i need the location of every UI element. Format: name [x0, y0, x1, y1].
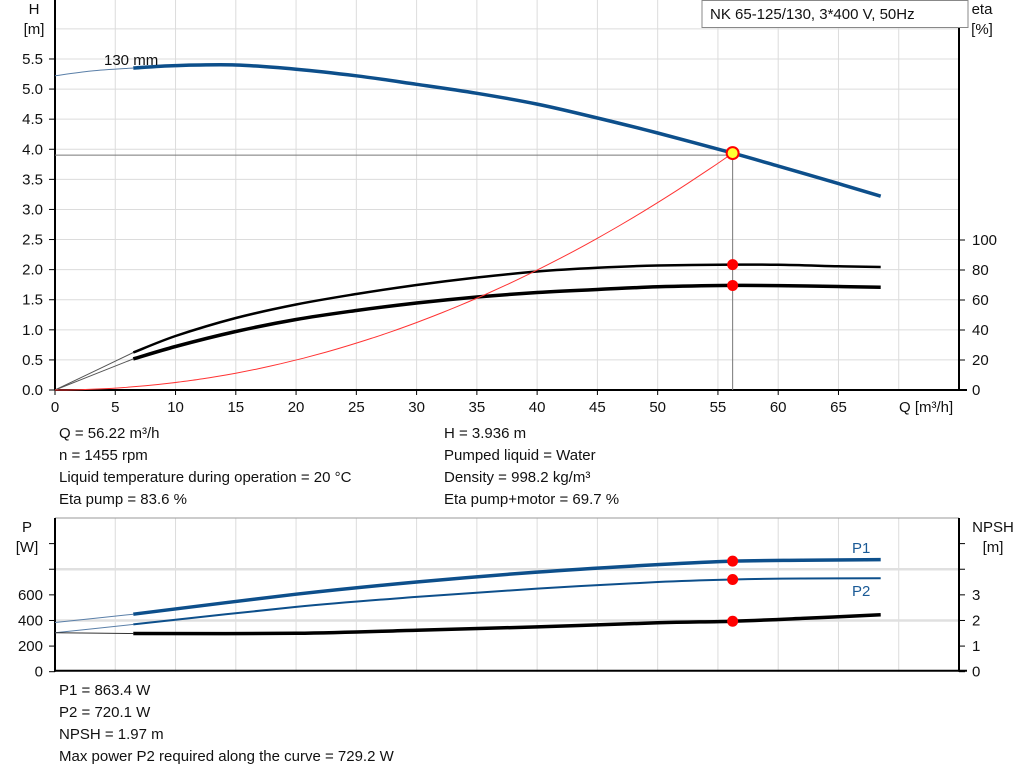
info-liquid: Pumped liquid = Water [444, 447, 596, 464]
y-tick-label-right: 2 [972, 612, 980, 629]
y-tick-label-left: 0.5 [22, 352, 43, 369]
y-axis-unit-right: [m] [983, 539, 1004, 556]
info-upper-right: H = 3.936 m Pumped liquid = Water Densit… [444, 423, 619, 511]
y-axis-label-right: eta [972, 1, 994, 18]
y-tick-label-right: 0 [972, 382, 980, 399]
x-tick-label: 10 [167, 399, 184, 416]
x-tick-label: 25 [348, 399, 365, 416]
y-tick-label-left: 600 [18, 587, 43, 604]
x-tick-label: 45 [589, 399, 606, 416]
series-npsh-extension [54, 632, 134, 634]
series-p2 [133, 577, 881, 626]
x-tick-label: 55 [710, 399, 727, 416]
series-p2-extension [54, 623, 134, 634]
info-flow: Q = 56.22 m³/h [59, 425, 160, 442]
y-tick-label-left: 5.5 [22, 51, 43, 68]
y-tick-label-right: 100 [972, 232, 997, 249]
x-tick-label: 5 [111, 399, 119, 416]
operating-point-eta-pump-motor [727, 279, 739, 291]
info-p2: P2 = 720.1 W [59, 704, 151, 721]
series-head [133, 63, 882, 198]
x-tick-label: 20 [288, 399, 305, 416]
chart-title: NK 65-125/130, 3*400 V, 50Hz [710, 6, 915, 23]
series-system-curve [54, 152, 733, 391]
upper-chart: 0 5 10 15 20 25 30 35 40 45 50 55 60 65 Q [m³/h] 0.0 0.5… [22, 0, 997, 416]
y-tick-label-left: 0 [35, 664, 43, 681]
info-npsh: NPSH = 1.97 m [59, 726, 164, 743]
x-tick-label: 40 [529, 399, 546, 416]
series-head-extension [54, 67, 134, 77]
info-eta-pump-motor: Eta pump+motor = 69.7 % [444, 491, 620, 508]
info-speed: n = 1455 rpm [59, 447, 148, 464]
info-density: Density = 998.2 kg/m³ [444, 469, 591, 486]
series-npsh [133, 613, 881, 636]
y-axis-label-left: P [22, 519, 32, 536]
lower-chart: 0 200 400 600 0 1 2 3 P [W] NPSH [m] P1 P2 [16, 517, 1014, 681]
y-tick-label-left: 3.0 [22, 201, 43, 218]
y-tick-label-right: 80 [972, 262, 989, 279]
info-temperature: Liquid temperature during operation = 20… [59, 469, 352, 486]
y-axis-label-left: H [29, 1, 40, 18]
x-tick-label: 50 [649, 399, 666, 416]
y-axis-unit-left: [W] [16, 539, 39, 556]
info-upper-left: Q = 56.22 m³/h n = 1455 rpm Liquid tempe… [59, 423, 351, 511]
operating-point-p2 [727, 573, 739, 585]
y-tick-label-left: 4.0 [22, 141, 43, 158]
y-axis-unit-left: [m] [24, 21, 45, 38]
x-tick-label: 15 [227, 399, 244, 416]
info-head: H = 3.936 m [444, 425, 527, 442]
info-p1: P1 = 863.4 W [59, 682, 151, 699]
series-label-p1: P1 [852, 540, 870, 557]
x-tick-label: 35 [469, 399, 486, 416]
x-axis-label: Q [m³/h] [899, 399, 953, 416]
series-p1 [133, 557, 881, 616]
operating-point-eta-pump [727, 259, 739, 271]
y-tick-label-right: 3 [972, 587, 980, 604]
y-tick-label-left: 5.0 [22, 81, 43, 98]
y-tick-label-left: 2.0 [22, 262, 43, 279]
y-tick-label-right: 40 [972, 322, 989, 339]
operating-point-npsh [727, 615, 739, 627]
y-tick-label-left: 4.5 [22, 111, 43, 128]
y-tick-label-left: 1.5 [22, 292, 43, 309]
series-eta-pump-motor [132, 283, 881, 361]
y-tick-label-left: 1.0 [22, 322, 43, 339]
x-tick-label: 0 [51, 399, 59, 416]
series-p1-extension [54, 613, 134, 623]
y-tick-label-right: 60 [972, 292, 989, 309]
y-tick-label-left: 2.5 [22, 232, 43, 249]
series-eta-pump [132, 263, 881, 354]
info-max-p2: Max power P2 required along the curve = … [59, 748, 394, 765]
y-tick-label-right: 0 [972, 664, 980, 681]
y-tick-label-right: 20 [972, 352, 989, 369]
series-eta-pump-extension [54, 352, 134, 391]
x-tick-label: 30 [408, 399, 425, 416]
info-lower: P1 = 863.4 W P2 = 720.1 W NPSH = 1.97 m … [59, 680, 394, 768]
y-axis-label-right: NPSH [972, 519, 1014, 536]
series-label-p2: P2 [852, 583, 870, 600]
y-axis-unit-right: [%] [971, 21, 993, 38]
operating-point-marker [725, 146, 740, 161]
y-tick-label-left: 200 [18, 638, 43, 655]
operating-point-p1 [727, 555, 739, 567]
y-tick-label-left: 3.5 [22, 171, 43, 188]
title-box [701, 0, 969, 28]
y-tick-label-left: 0.0 [22, 382, 43, 399]
y-tick-label-right: 1 [972, 638, 980, 655]
info-eta-pump: Eta pump = 83.6 % [59, 491, 187, 508]
x-tick-label: 60 [770, 399, 787, 416]
curve-label-impeller: 130 mm [104, 52, 158, 69]
x-tick-label: 65 [830, 399, 847, 416]
y-tick-label-left: 400 [18, 612, 43, 629]
series-eta-pump-motor-extension [54, 358, 134, 391]
